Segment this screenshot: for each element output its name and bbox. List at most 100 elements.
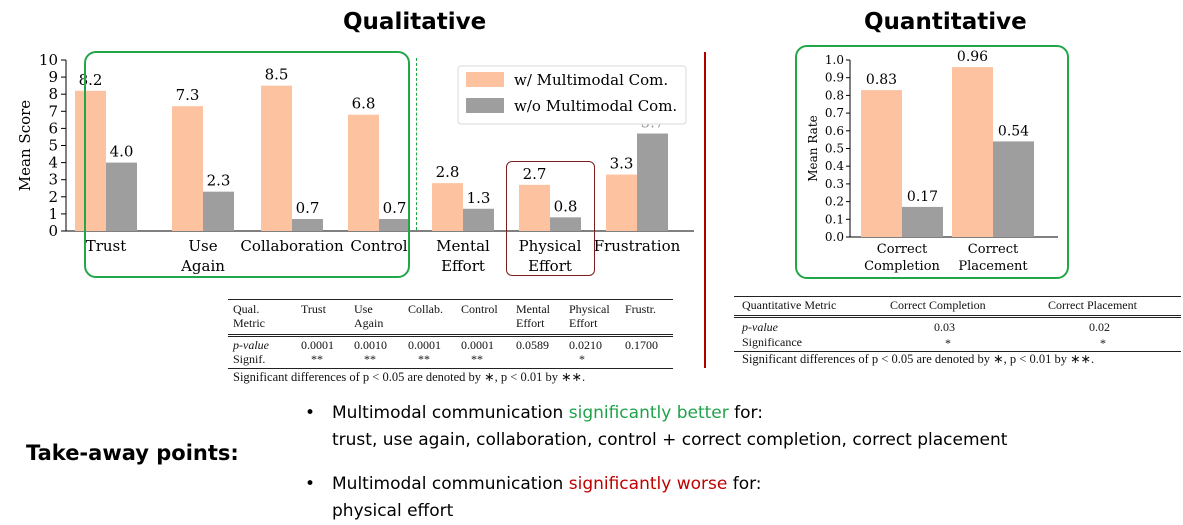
qualitative-category-labels: Trust Use Again Collaboration Control Mental E… xyxy=(86,237,681,275)
quant-pvalue-placement: 0.02 xyxy=(1089,320,1110,334)
legend-swatch xyxy=(466,98,504,113)
data-label: 6.8 xyxy=(352,95,376,113)
data-label: 1.3 xyxy=(467,189,491,207)
qual-header-cell: Mental xyxy=(516,302,550,316)
takeaway-2-detail: physical effort xyxy=(332,501,454,521)
category-label: Correct xyxy=(968,242,1019,257)
quant-pvalue-completion: 0.03 xyxy=(934,320,955,334)
y-axis-label: Mean Rate xyxy=(806,115,820,181)
y-tick-label: 2 xyxy=(48,188,58,206)
bar xyxy=(637,133,668,231)
data-label: 3.3 xyxy=(610,155,634,173)
bar xyxy=(519,184,550,231)
quant-signif-placement: * xyxy=(1100,336,1106,350)
category-label: Completion xyxy=(864,259,940,274)
quant-header-completion: Correct Completion xyxy=(890,298,986,312)
data-label: 0.96 xyxy=(957,49,988,65)
y-tick-label: 1.0 xyxy=(825,53,844,67)
qual-header-cell: Frustr. xyxy=(625,302,657,316)
data-label: 2.8 xyxy=(436,163,460,181)
data-label: 0.8 xyxy=(554,197,578,215)
section-divider xyxy=(704,52,706,368)
category-label: Mental xyxy=(436,237,490,255)
category-label: Frustration xyxy=(594,237,681,255)
category-label: Placement xyxy=(958,259,1028,274)
bar xyxy=(550,217,581,231)
y-tick-label: 3 xyxy=(48,171,58,189)
category-label: Control xyxy=(350,237,407,255)
category-label: Effort xyxy=(528,257,572,275)
y-tick-label: 6 xyxy=(48,119,58,137)
qual-header-cell: Trust xyxy=(301,302,326,316)
qualitative-bars xyxy=(75,85,668,232)
qual-signif-cell: * xyxy=(579,352,585,366)
quant-header-metric: Quantitative Metric xyxy=(742,298,837,312)
y-tick-label: 9 xyxy=(48,68,58,86)
bar xyxy=(993,141,1034,237)
y-tick-label: 0.4 xyxy=(825,159,844,173)
qual-pvalue-cell: 0.0589 xyxy=(516,338,549,352)
bar xyxy=(861,90,902,237)
quant-signif-label: Significance xyxy=(742,335,802,349)
takeaway-1-prefix: Multimodal communication xyxy=(332,403,569,423)
takeaway-item-better: • Multimodal communication significantly… xyxy=(305,400,1007,454)
y-tick-label: 10 xyxy=(39,51,58,69)
bullet-dot: • xyxy=(305,474,316,494)
quantitative-category-labels: Correct Completion Correct Placement xyxy=(864,242,1028,274)
bar xyxy=(106,162,137,231)
qual-header-cell: Metric xyxy=(233,316,265,330)
qual-pvalue-cell: 0.0001 xyxy=(408,338,441,352)
y-tick-label: 0.5 xyxy=(825,142,844,156)
y-axis-label: Mean Score xyxy=(16,100,34,191)
qual-header-cell: Use xyxy=(354,302,373,316)
data-label: 0.54 xyxy=(998,123,1029,139)
quantitative-title: Quantitative xyxy=(864,9,1027,35)
quantitative-axes: 0.0 0.1 0.2 0.3 0.4 0.5 0.6 0.7 0.8 0.9 1.0 Mean Ra… xyxy=(806,53,1058,244)
qualitative-legend: w/ Multimodal Com. w/o Multimodal Com. xyxy=(457,65,687,125)
quant-pvalue-label: p-value xyxy=(742,320,778,334)
qual-pvalue-label: p-value xyxy=(233,338,269,352)
takeaway-1-detail: trust, use again, collaboration, control… xyxy=(332,430,1008,450)
qual-pvalue-cell: 0.0001 xyxy=(461,338,494,352)
y-tick-label: 8 xyxy=(48,85,58,103)
quant-header-placement: Correct Placement xyxy=(1048,298,1137,312)
data-label: 0.83 xyxy=(866,72,897,88)
legend-frame xyxy=(457,65,687,125)
qual-header-cell: Qual. xyxy=(233,302,260,316)
bar xyxy=(203,191,234,231)
legend-swatch xyxy=(466,72,504,87)
bar xyxy=(172,106,203,231)
y-tick-label: 0.6 xyxy=(825,124,844,138)
y-tick-label: 0.7 xyxy=(825,106,844,120)
takeaway-2-highlight: significantly worse xyxy=(568,474,728,494)
bar xyxy=(379,219,410,231)
y-tick-label: 0.8 xyxy=(825,88,844,102)
qual-signif-label: Signif. xyxy=(233,352,266,366)
qual-pvalue-cell: 0.1700 xyxy=(625,338,658,352)
data-label: 2.3 xyxy=(207,172,231,190)
data-label: 2.7 xyxy=(523,165,547,183)
legend-entry: w/o Multimodal Com. xyxy=(514,97,677,115)
y-tick-label: 4 xyxy=(48,154,58,172)
y-tick-label: 7 xyxy=(48,102,58,120)
qual-header-cell: Again xyxy=(354,316,384,330)
category-label: Trust xyxy=(86,237,127,255)
qual-pvalue-cell: 0.0010 xyxy=(354,338,387,352)
category-label: Use xyxy=(188,237,217,255)
y-tick-label: 0.1 xyxy=(825,212,844,226)
qual-signif-cell: ** xyxy=(471,352,483,366)
y-tick-label: 0.0 xyxy=(825,230,844,244)
qual-header-cell: Effort xyxy=(516,316,545,330)
bar xyxy=(463,208,494,231)
bar xyxy=(606,174,637,231)
category-label: Effort xyxy=(441,257,485,275)
takeaway-item-worse: • Multimodal communication significantly… xyxy=(305,471,762,525)
bullet-dot: • xyxy=(305,403,316,423)
bar xyxy=(952,67,993,237)
bar xyxy=(292,219,323,231)
data-label: 4.0 xyxy=(110,143,134,161)
highlight-box-worse xyxy=(506,161,595,276)
qualitative-data-labels: 8.24.07.32.38.50.76.80.72.81.32.70.83.35… xyxy=(79,66,665,217)
